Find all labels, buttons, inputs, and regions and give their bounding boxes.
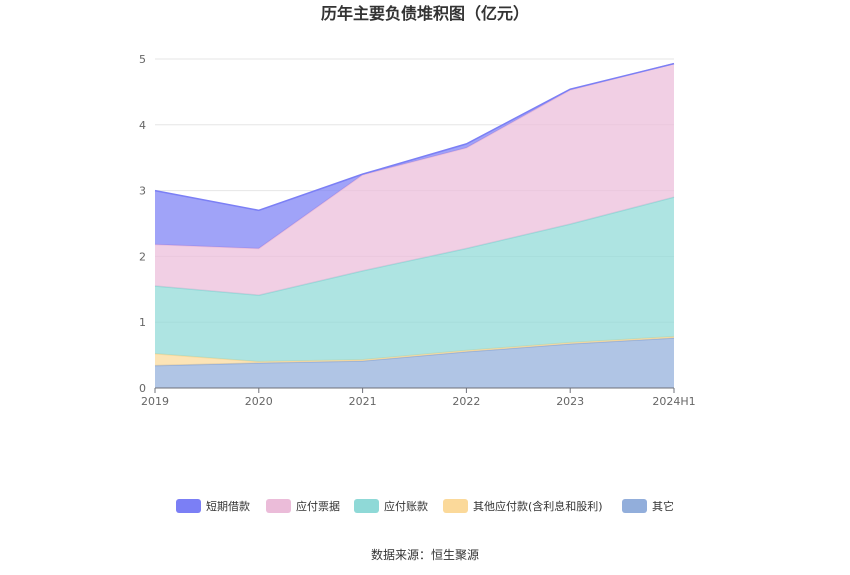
legend-swatch[interactable] bbox=[266, 499, 291, 513]
y-tick-label: 5 bbox=[139, 53, 146, 66]
area-短期借款 bbox=[155, 63, 674, 249]
legend-label[interactable]: 应付账款 bbox=[384, 499, 428, 513]
legend-swatch[interactable] bbox=[622, 499, 647, 513]
y-tick-label: 0 bbox=[139, 382, 146, 395]
x-tick-label: 2022 bbox=[452, 395, 480, 408]
legend-swatch[interactable] bbox=[443, 499, 468, 513]
y-tick-label: 1 bbox=[139, 316, 146, 329]
axes: 0 1 2 3 4 5 2019 2020 2021 2022 2023 2024H1 bbox=[139, 53, 696, 408]
legend-label[interactable]: 短期借款 bbox=[206, 499, 250, 513]
series-line-短期借款 bbox=[154, 62, 675, 212]
x-tick-label: 2021 bbox=[349, 395, 377, 408]
x-tick-label: 2024H1 bbox=[652, 395, 695, 408]
area-其他应付款(含利息和股利) bbox=[155, 336, 674, 366]
legend-label[interactable]: 应付票据 bbox=[296, 499, 340, 513]
legend-label[interactable]: 其他应付款(含利息和股利) bbox=[473, 499, 603, 513]
legend-label[interactable]: 其它 bbox=[652, 499, 674, 513]
area-应付账款 bbox=[155, 197, 674, 362]
area-其它 bbox=[155, 337, 674, 388]
area-series bbox=[154, 62, 675, 388]
y-tick-label: 4 bbox=[139, 119, 146, 132]
x-tick-label: 2023 bbox=[556, 395, 584, 408]
data-source: 数据来源：恒生聚源 bbox=[371, 547, 479, 562]
x-tick-label: 2020 bbox=[245, 395, 273, 408]
legend-swatch[interactable] bbox=[354, 499, 379, 513]
legend-swatch[interactable] bbox=[176, 499, 201, 513]
area-应付票据 bbox=[155, 63, 674, 296]
y-tick-label: 3 bbox=[139, 185, 146, 198]
x-tick-label: 2019 bbox=[141, 395, 169, 408]
chart-title: 历年主要负债堆积图（亿元） bbox=[321, 4, 529, 23]
y-tick-label: 2 bbox=[139, 250, 146, 263]
legend: 短期借款 应付票据 应付账款 其他应付款(含利息和股利) 其它 bbox=[176, 499, 674, 513]
